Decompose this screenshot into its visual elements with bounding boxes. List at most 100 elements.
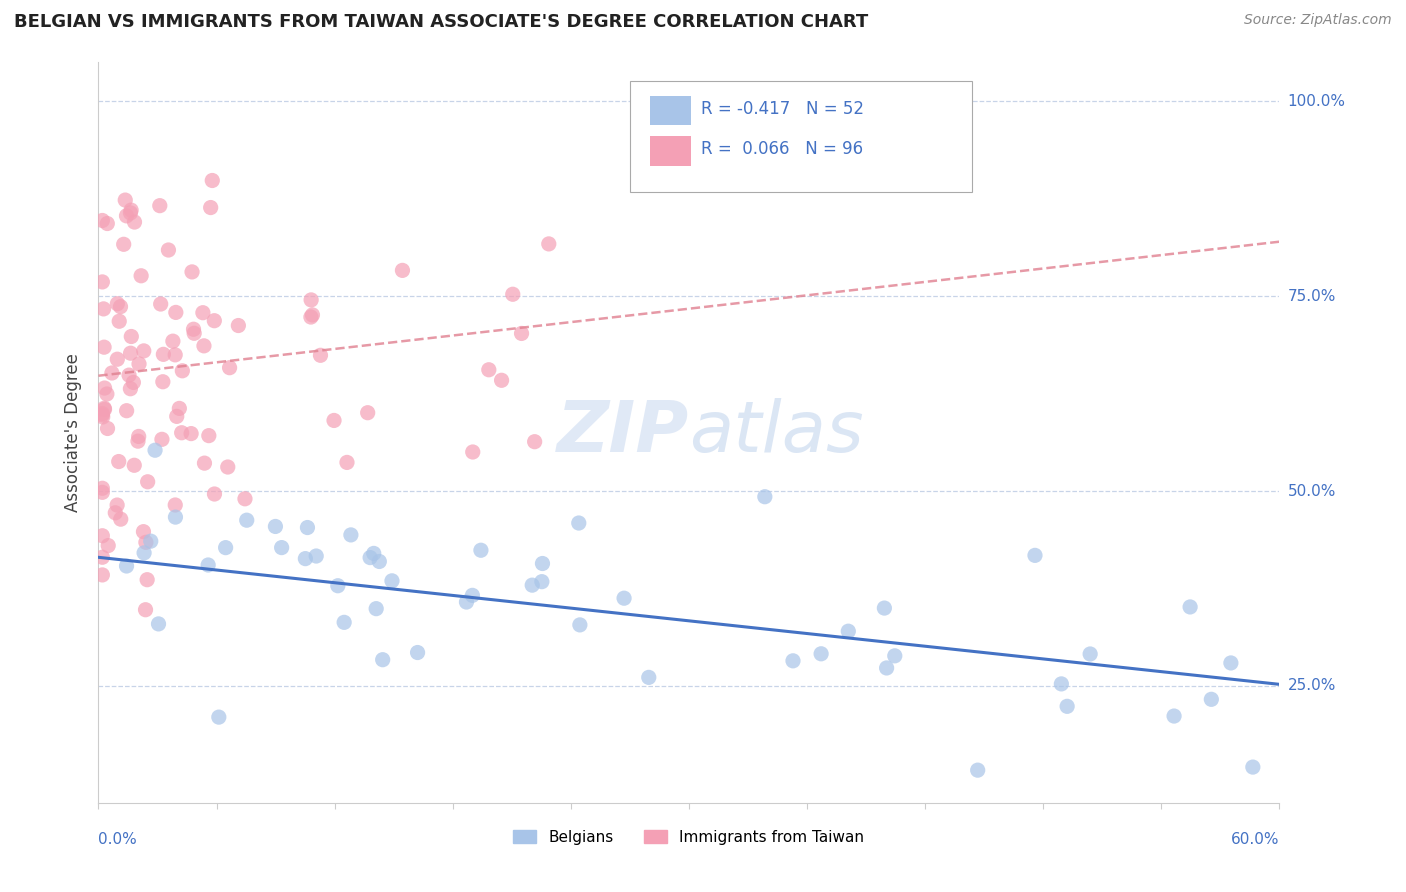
Text: 100.0%: 100.0% (1288, 94, 1346, 109)
Point (782, 654, 804, 668)
Point (876, 661, 898, 675)
Point (191, 306, 214, 320)
Point (568, 618, 591, 632)
Point (93, 401, 115, 416)
Point (101, 366, 124, 380)
Point (198, 428, 221, 442)
Point (183, 326, 205, 341)
Point (132, 343, 155, 358)
Point (363, 546, 385, 560)
Point (299, 293, 322, 307)
Text: Source: ZipAtlas.com: Source: ZipAtlas.com (1244, 13, 1392, 28)
Point (96, 217, 118, 231)
Point (366, 601, 388, 615)
Point (93, 381, 115, 395)
Text: 50.0%: 50.0% (1288, 483, 1336, 499)
Point (637, 670, 659, 684)
Point (1178, 599, 1201, 614)
Point (391, 263, 413, 277)
Point (1201, 692, 1223, 706)
Point (233, 491, 256, 506)
Point (193, 456, 215, 470)
Point (169, 401, 191, 416)
Text: 75.0%: 75.0% (1288, 289, 1336, 304)
Point (129, 268, 152, 283)
Point (301, 308, 323, 322)
Point (107, 454, 129, 468)
Point (461, 445, 484, 459)
Point (105, 297, 128, 311)
Point (1163, 709, 1185, 723)
Point (135, 603, 157, 617)
Text: BELGIAN VS IMMIGRANTS FROM TAIWAN ASSOCIATE'S DEGREE CORRELATION CHART: BELGIAN VS IMMIGRANTS FROM TAIWAN ASSOCI… (14, 13, 869, 31)
Point (124, 215, 146, 229)
Point (97, 539, 120, 553)
Point (162, 334, 184, 348)
Point (110, 512, 132, 526)
Point (91, 568, 114, 582)
Point (531, 557, 554, 571)
Point (91, 409, 114, 424)
Point (470, 543, 492, 558)
FancyBboxPatch shape (650, 136, 692, 166)
Point (1024, 549, 1046, 563)
Point (93, 340, 115, 354)
Point (157, 243, 180, 257)
Point (91, 408, 114, 422)
Point (108, 314, 131, 328)
Point (357, 406, 380, 420)
Point (91, 213, 114, 227)
Point (200, 201, 222, 215)
Point (135, 535, 157, 549)
Legend: Belgians, Immigrants from Taiwan: Belgians, Immigrants from Taiwan (508, 823, 870, 851)
Point (150, 433, 173, 447)
Point (91, 407, 114, 421)
Point (165, 510, 187, 524)
Point (883, 648, 905, 663)
Point (837, 624, 859, 639)
Point (152, 347, 174, 361)
Y-axis label: Associate's Degree: Associate's Degree (65, 353, 83, 512)
Point (537, 236, 560, 251)
Point (294, 551, 316, 566)
Point (127, 434, 149, 449)
Point (217, 460, 239, 475)
Text: atlas: atlas (689, 398, 863, 467)
Point (165, 305, 187, 319)
Point (166, 409, 188, 424)
Point (1050, 677, 1073, 691)
Point (204, 487, 226, 501)
Point (1056, 699, 1078, 714)
Point (368, 554, 391, 568)
Point (93, 402, 115, 417)
Point (112, 237, 135, 252)
Point (218, 360, 240, 375)
Point (91, 485, 114, 500)
Point (264, 519, 287, 533)
Point (132, 524, 155, 539)
FancyBboxPatch shape (650, 95, 692, 126)
Point (110, 300, 132, 314)
Point (406, 646, 429, 660)
Point (333, 615, 356, 630)
Point (323, 413, 346, 427)
Point (491, 373, 513, 387)
Text: ZIP: ZIP (557, 398, 689, 467)
Point (193, 339, 215, 353)
Point (326, 579, 349, 593)
Point (299, 310, 322, 324)
Point (214, 541, 236, 555)
Point (966, 763, 988, 777)
Point (613, 591, 636, 606)
Point (336, 455, 359, 469)
Point (456, 595, 478, 609)
Point (104, 506, 127, 520)
Point (128, 357, 150, 371)
FancyBboxPatch shape (630, 81, 973, 192)
Point (148, 616, 170, 631)
Point (270, 541, 292, 555)
Point (530, 574, 553, 589)
Point (136, 475, 159, 489)
Point (170, 425, 193, 440)
Point (120, 382, 142, 396)
